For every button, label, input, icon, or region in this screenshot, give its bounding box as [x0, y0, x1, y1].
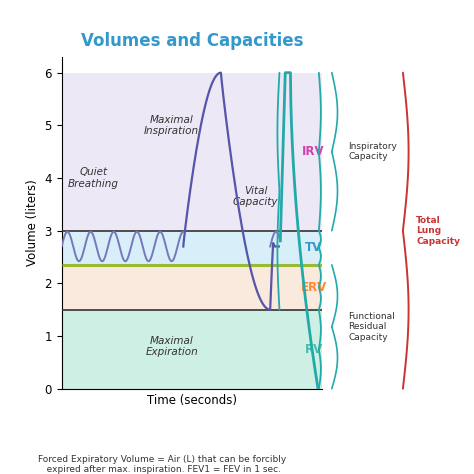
Text: Total
Lung
Capacity: Total Lung Capacity: [416, 216, 460, 246]
Text: Inspiratory
Capacity: Inspiratory Capacity: [348, 142, 397, 161]
Text: ERV: ERV: [301, 281, 327, 294]
Bar: [62, 265, 322, 310]
X-axis label: Time (seconds): Time (seconds): [147, 394, 237, 407]
Bar: [62, 310, 322, 389]
Text: Maximal
Expiration: Maximal Expiration: [146, 336, 198, 357]
Text: Vital
Capacity: Vital Capacity: [233, 186, 278, 207]
Bar: [62, 231, 322, 265]
Text: TV: TV: [305, 241, 322, 254]
Text: Functional
Residual
Capacity: Functional Residual Capacity: [348, 312, 395, 342]
Text: Forced Expiratory Volume = Air (L) that can be forcibly
   expired after max. in: Forced Expiratory Volume = Air (L) that …: [38, 455, 286, 474]
Bar: [62, 73, 322, 231]
Text: Quiet
Breathing: Quiet Breathing: [68, 167, 119, 189]
Text: RV: RV: [304, 343, 323, 356]
Title: Volumes and Capacities: Volumes and Capacities: [81, 32, 303, 50]
Text: IRV: IRV: [302, 145, 325, 158]
Y-axis label: Volume (liters): Volume (liters): [26, 179, 39, 266]
Text: Maximal
Inspiration: Maximal Inspiration: [144, 115, 199, 136]
